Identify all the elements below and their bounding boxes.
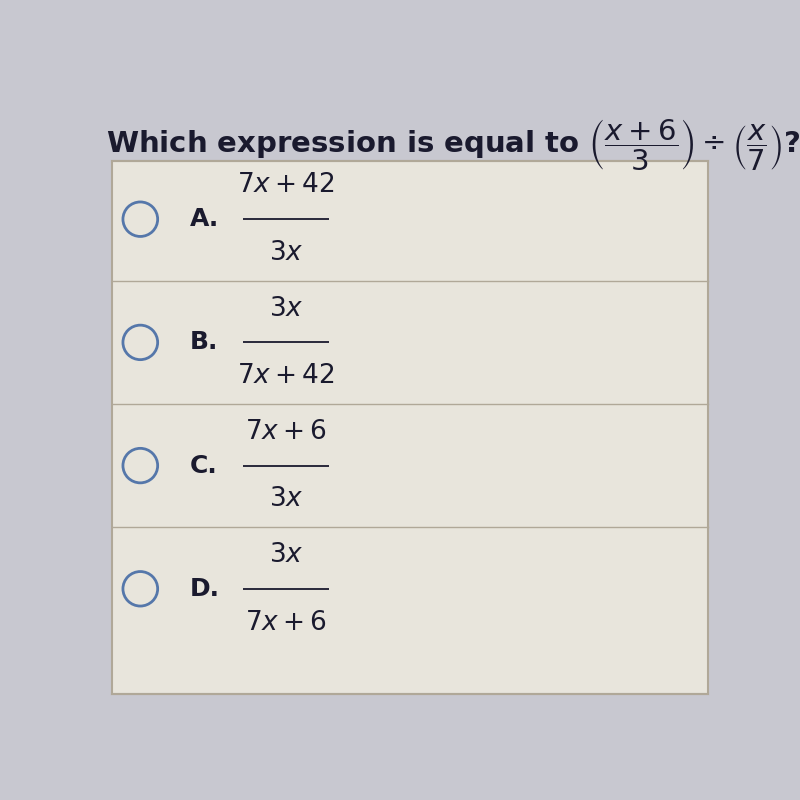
Text: C.: C. xyxy=(190,454,218,478)
Text: $7x+6$: $7x+6$ xyxy=(245,610,327,636)
Text: $3x$: $3x$ xyxy=(269,240,303,266)
Text: $7x+6$: $7x+6$ xyxy=(245,418,327,445)
FancyBboxPatch shape xyxy=(112,161,708,694)
Text: B.: B. xyxy=(190,330,218,354)
Text: Which expression is equal to $\left(\dfrac{x+6}{3}\right) \div \left(\dfrac{x}{7: Which expression is equal to $\left(\dfr… xyxy=(106,118,800,173)
Text: A.: A. xyxy=(190,207,219,231)
Text: $3x$: $3x$ xyxy=(269,295,303,322)
Text: $7x+42$: $7x+42$ xyxy=(237,363,335,390)
Text: $3x$: $3x$ xyxy=(269,542,303,568)
Text: $3x$: $3x$ xyxy=(269,486,303,513)
Text: D.: D. xyxy=(190,577,220,601)
Text: $7x+42$: $7x+42$ xyxy=(237,172,335,198)
